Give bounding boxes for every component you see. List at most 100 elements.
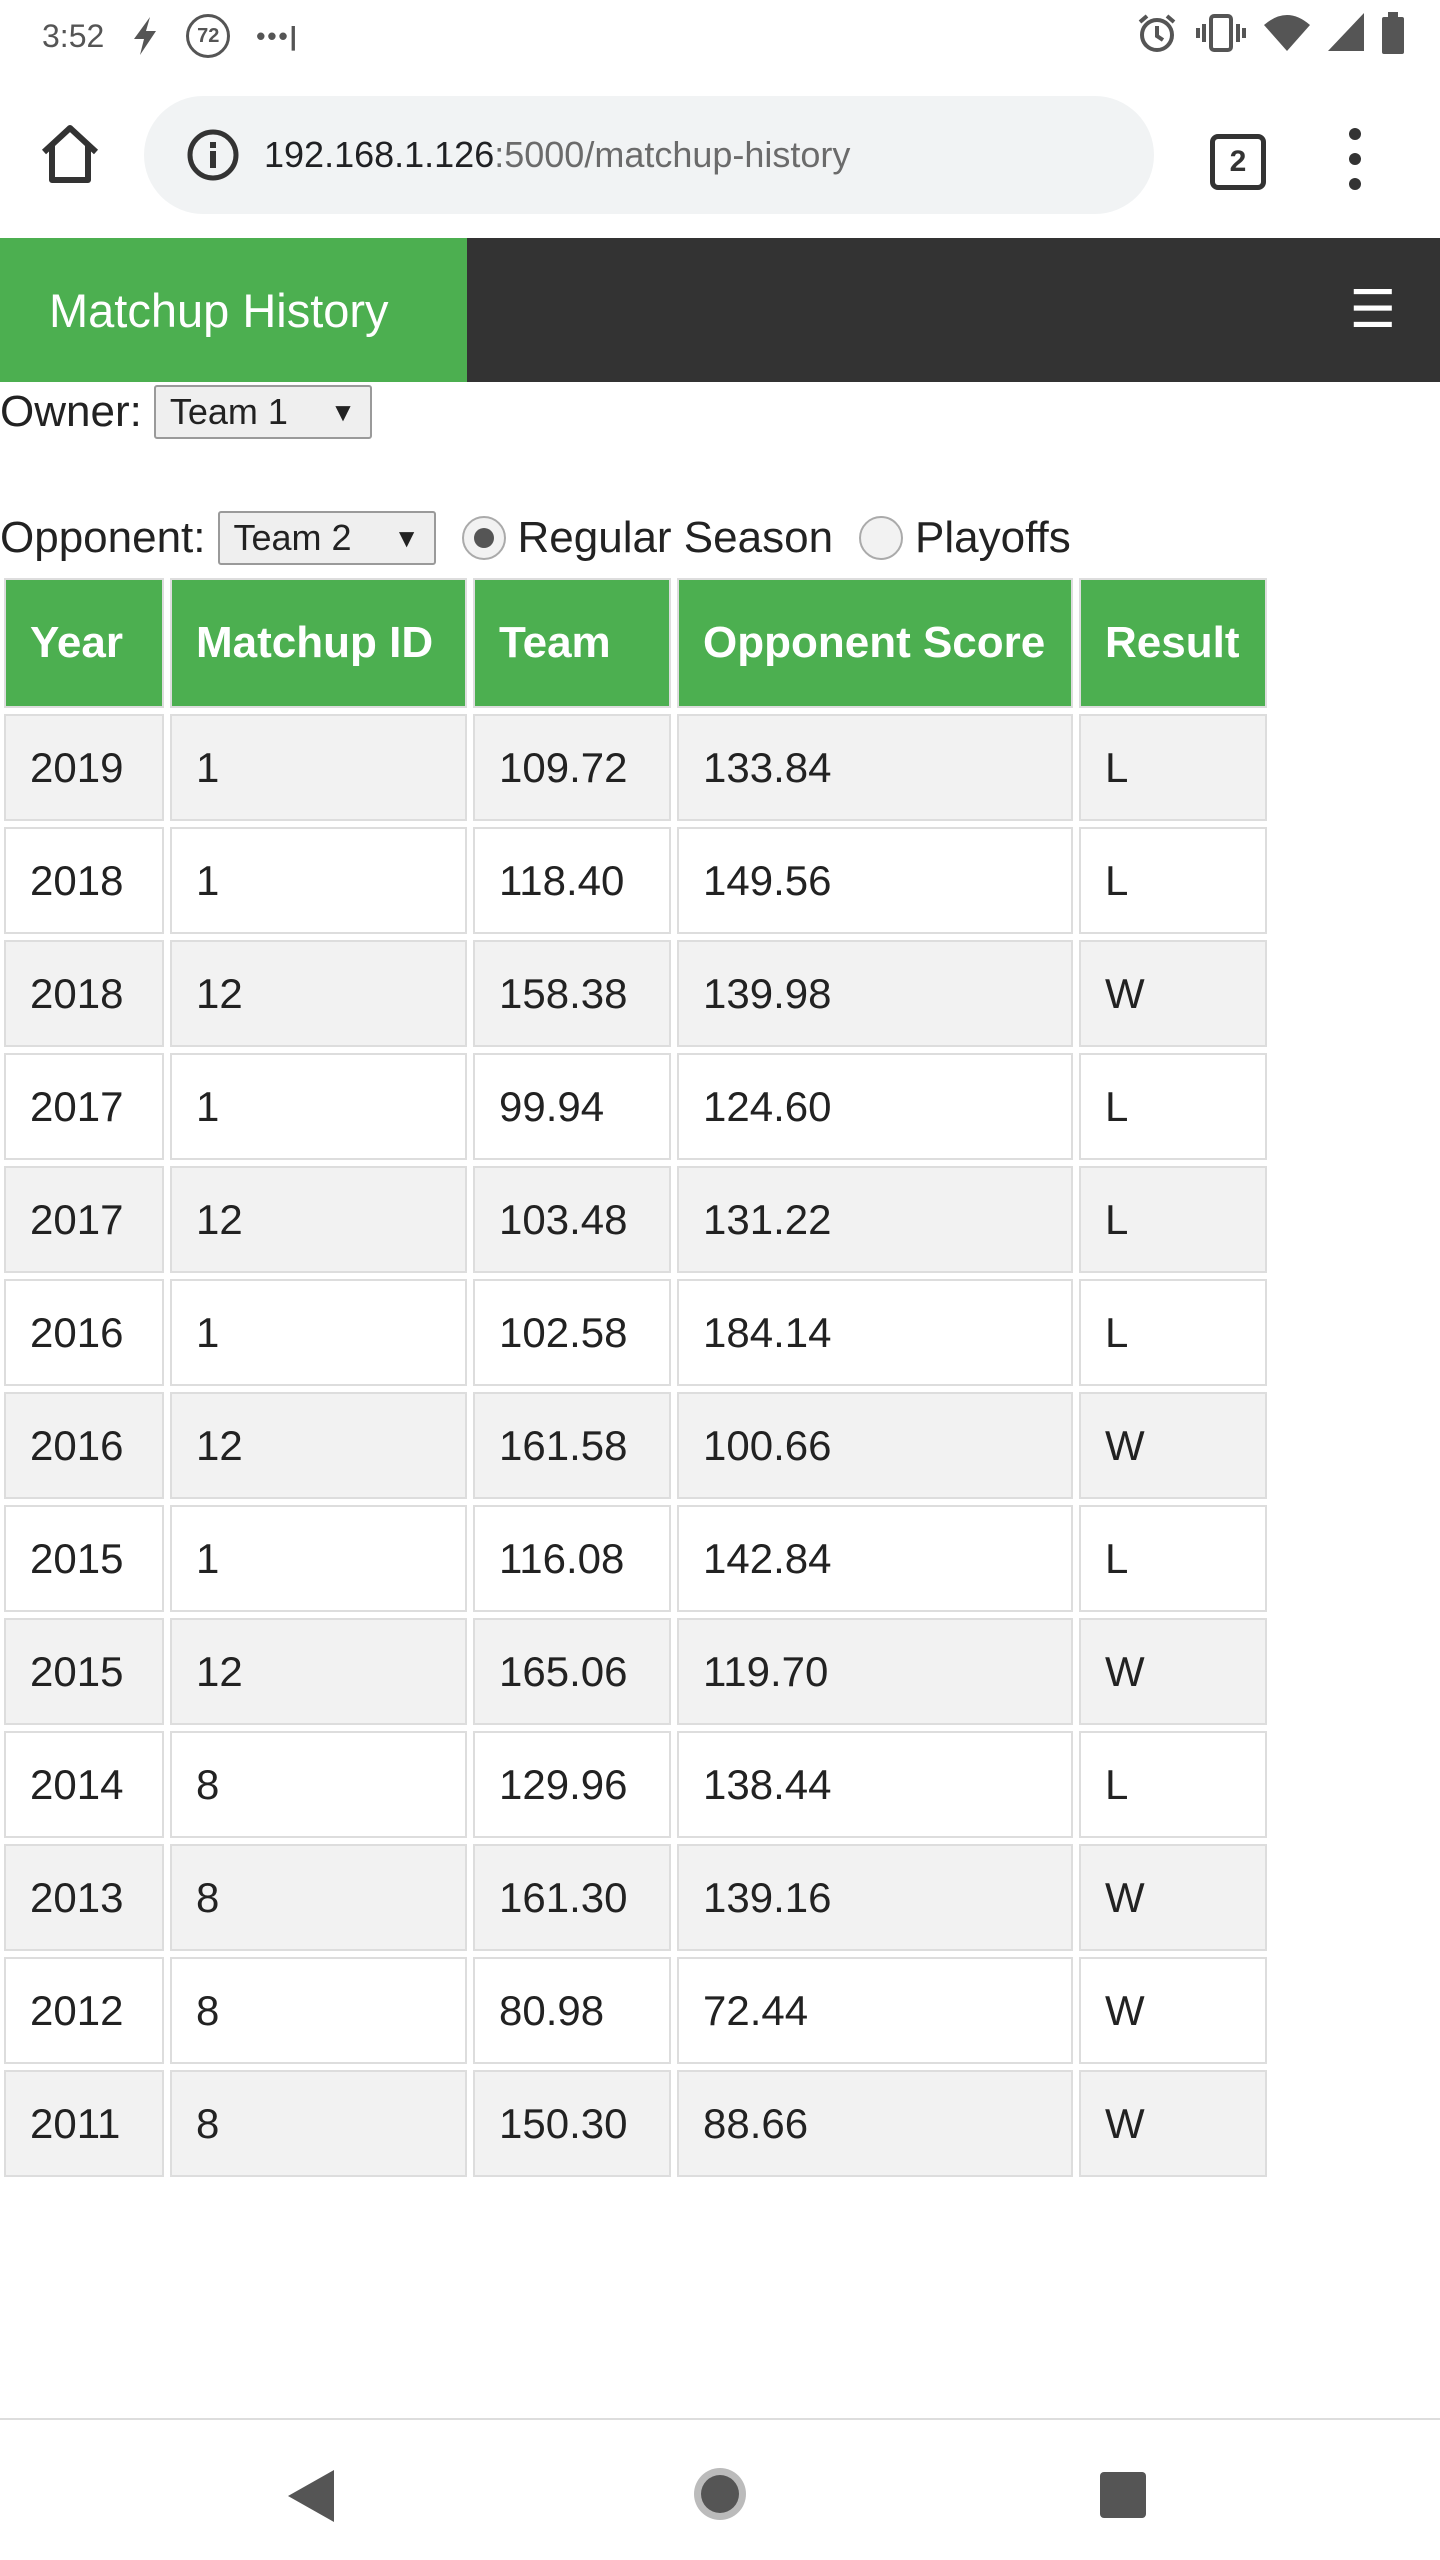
cell-matchup-id: 12 xyxy=(170,1392,467,1499)
cell-result: W xyxy=(1079,940,1267,1047)
column-header-result: Result xyxy=(1079,578,1267,708)
table-header-row: Year Matchup ID Team Opponent Score Resu… xyxy=(4,578,1267,708)
vibrate-icon xyxy=(1196,14,1246,52)
cell-year: 2018 xyxy=(4,940,164,1047)
divider xyxy=(0,2418,1440,2420)
browser-toolbar: 192.168.1.126:5000/matchup-history 2 xyxy=(0,72,1440,238)
cell-matchup-id: 1 xyxy=(170,1279,467,1386)
opponent-select-value: Team 2 xyxy=(233,517,352,558)
back-icon[interactable] xyxy=(286,2468,336,2524)
opponent-select[interactable]: Team 2 ▼ xyxy=(217,511,436,565)
table-row: 2017 1 99.94 124.60 L xyxy=(4,1053,1267,1160)
cell-opponent-score: 72.44 xyxy=(677,1957,1073,2064)
cell-team-score: 103.48 xyxy=(473,1166,671,1273)
home-circle-icon[interactable] xyxy=(692,2466,748,2522)
cell-result: L xyxy=(1079,1505,1267,1612)
tab-count: 2 xyxy=(1229,145,1247,178)
hamburger-menu-icon[interactable]: ☰ xyxy=(1349,281,1396,339)
owner-label: Owner: xyxy=(0,387,142,436)
column-header-matchup-id: Matchup ID xyxy=(170,578,467,708)
table-row: 2015 12 165.06 119.70 W xyxy=(4,1618,1267,1725)
cell-year: 2012 xyxy=(4,1957,164,2064)
radio-playoffs-label[interactable]: Playoffs xyxy=(915,513,1071,562)
wifi-icon xyxy=(1264,15,1310,51)
column-header-year: Year xyxy=(4,578,164,708)
cell-year: 2013 xyxy=(4,1844,164,1951)
cell-matchup-id: 1 xyxy=(170,827,467,934)
cell-opponent-score: 139.98 xyxy=(677,940,1073,1047)
cell-year: 2019 xyxy=(4,714,164,821)
recents-icon[interactable] xyxy=(1100,2472,1146,2518)
cell-matchup-id: 12 xyxy=(170,1166,467,1273)
cell-matchup-id: 8 xyxy=(170,1731,467,1838)
cell-year: 2015 xyxy=(4,1618,164,1725)
table-row: 2018 12 158.38 139.98 W xyxy=(4,940,1267,1047)
home-icon[interactable] xyxy=(38,122,102,186)
cell-result: L xyxy=(1079,827,1267,934)
cell-team-score: 80.98 xyxy=(473,1957,671,2064)
cell-result: W xyxy=(1079,1844,1267,1951)
status-time: 3:52 xyxy=(42,17,105,54)
cell-matchup-id: 1 xyxy=(170,1053,467,1160)
cell-team-score: 102.58 xyxy=(473,1279,671,1386)
cell-opponent-score: 184.14 xyxy=(677,1279,1073,1386)
cell-result: L xyxy=(1079,1053,1267,1160)
cell-team-score: 161.58 xyxy=(473,1392,671,1499)
nav-item-matchup-history[interactable]: Matchup History xyxy=(0,238,467,382)
cell-matchup-id: 12 xyxy=(170,1618,467,1725)
info-icon[interactable] xyxy=(186,128,240,182)
cell-opponent-score: 139.16 xyxy=(677,1844,1073,1951)
more-vert-icon[interactable] xyxy=(1340,124,1370,194)
bolt-icon xyxy=(134,17,157,55)
cell-opponent-score: 142.84 xyxy=(677,1505,1073,1612)
cell-team-score: 161.30 xyxy=(473,1844,671,1951)
alarm-icon xyxy=(1138,14,1176,52)
owner-select[interactable]: Team 1 ▼ xyxy=(153,385,372,439)
cell-year: 2014 xyxy=(4,1731,164,1838)
battery-icon xyxy=(1382,12,1404,54)
radio-playoffs[interactable] xyxy=(859,516,904,560)
opponent-filter: Opponent: Team 2 ▼ Regular Season Playof… xyxy=(0,508,1071,568)
cell-matchup-id: 1 xyxy=(170,714,467,821)
cell-matchup-id: 12 xyxy=(170,940,467,1047)
cell-opponent-score: 133.84 xyxy=(677,714,1073,821)
cell-opponent-score: 124.60 xyxy=(677,1053,1073,1160)
radio-regular-season[interactable] xyxy=(461,516,506,560)
cell-team-score: 109.72 xyxy=(473,714,671,821)
radio-regular-season-label[interactable]: Regular Season xyxy=(517,513,834,562)
cell-matchup-id: 8 xyxy=(170,1957,467,2064)
matchup-table: Year Matchup ID Team Opponent Score Resu… xyxy=(0,572,1273,2183)
cell-year: 2015 xyxy=(4,1505,164,1612)
cell-team-score: 158.38 xyxy=(473,940,671,1047)
tab-switcher-button[interactable]: 2 xyxy=(1210,134,1266,190)
table-row: 2014 8 129.96 138.44 L xyxy=(4,1731,1267,1838)
cell-opponent-score: 149.56 xyxy=(677,827,1073,934)
url-host: 192.168.1.126 xyxy=(264,134,495,175)
cell-team-score: 165.06 xyxy=(473,1618,671,1725)
cell-result: L xyxy=(1079,1731,1267,1838)
table-row: 2016 1 102.58 184.14 L xyxy=(4,1279,1267,1386)
chevron-down-icon: ▼ xyxy=(330,396,356,427)
owner-select-value: Team 1 xyxy=(169,391,288,432)
cell-team-score: 99.94 xyxy=(473,1053,671,1160)
cell-result: W xyxy=(1079,1957,1267,2064)
cell-matchup-id: 8 xyxy=(170,1844,467,1951)
cell-team-score: 129.96 xyxy=(473,1731,671,1838)
app-navbar: Matchup History ☰ xyxy=(0,238,1440,382)
cell-opponent-score: 88.66 xyxy=(677,2070,1073,2177)
chevron-down-icon: ▼ xyxy=(393,522,420,553)
cell-year: 2017 xyxy=(4,1053,164,1160)
cell-year: 2016 xyxy=(4,1392,164,1499)
cell-team-score: 116.08 xyxy=(473,1505,671,1612)
table-row: 2011 8 150.30 88.66 W xyxy=(4,2070,1267,2177)
table-row: 2015 1 116.08 142.84 L xyxy=(4,1505,1267,1612)
cell-result: L xyxy=(1079,1279,1267,1386)
url-text[interactable]: 192.168.1.126:5000/matchup-history xyxy=(264,134,850,176)
address-bar[interactable]: 192.168.1.126:5000/matchup-history xyxy=(144,96,1154,214)
cell-year: 2011 xyxy=(4,2070,164,2177)
table-row: 2013 8 161.30 139.16 W xyxy=(4,1844,1267,1951)
notification-badge: 72 xyxy=(186,14,231,58)
cell-year: 2017 xyxy=(4,1166,164,1273)
cell-result: L xyxy=(1079,714,1267,821)
cell-team-score: 150.30 xyxy=(473,2070,671,2177)
